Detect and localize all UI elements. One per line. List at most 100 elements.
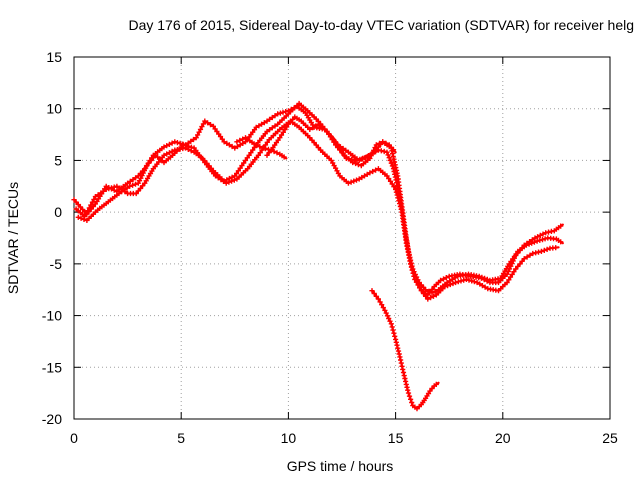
data-point-marker [524,254,530,260]
x-axis-label: GPS time / hours [287,458,394,474]
series-line [75,102,564,294]
data-point-marker [197,126,204,132]
data-point-marker [256,123,262,129]
data-point-marker [540,231,546,237]
data-point-marker [177,140,183,146]
data-point-marker [164,151,170,157]
data-point-marker [367,155,373,161]
series-track-5 [234,135,288,160]
data-point-marker [274,150,280,156]
data-point-marker [389,324,395,330]
data-point-marker [85,208,91,214]
data-point-marker [367,170,373,176]
data-point-marker [450,280,456,287]
data-point-marker [433,381,439,387]
data-point-marker [527,252,533,258]
data-point-marker [259,121,265,127]
data-point-marker [237,137,243,143]
data-point-marker [376,140,383,146]
data-point-marker [553,245,559,251]
x-tick-label: 5 [177,430,185,446]
data-point-marker [389,163,395,169]
data-point-marker [368,153,374,159]
data-point-marker [280,109,286,115]
data-point-marker [410,270,416,276]
y-tick-label: 10 [46,101,62,117]
data-point-marker [268,147,274,153]
data-point-marker [267,116,273,122]
data-point-marker [420,290,427,297]
data-point-marker [409,399,415,406]
data-point-marker [380,139,386,145]
data-point-marker [466,277,472,283]
data-point-marker [378,148,384,154]
data-point-marker [78,215,84,221]
data-point-marker [215,175,221,181]
data-point-marker [166,141,172,147]
data-point-marker [283,109,289,115]
series-track-6 [369,288,440,412]
data-point-marker [277,110,283,116]
data-point-marker [373,167,379,173]
data-point-marker [443,275,449,281]
data-point-marker [127,183,133,189]
data-point-marker [183,143,189,149]
data-point-marker [409,267,415,273]
data-point-marker [161,152,167,158]
series-track-1 [71,104,564,298]
y-tick-label: 0 [54,204,62,220]
data-point-marker [397,201,403,207]
data-point-marker [408,396,414,402]
data-point-marker [507,274,514,280]
data-point-marker [348,179,354,185]
data-point-marker [193,135,199,141]
data-point-marker [405,390,412,396]
data-point-marker [379,302,385,308]
data-point-marker [234,143,241,150]
data-point-marker [440,276,447,282]
data-point-marker [432,288,438,294]
data-point-marker [161,144,167,150]
data-point-marker [174,140,180,146]
data-point-marker [199,124,205,130]
data-point-marker [384,313,391,319]
data-point-marker [202,118,208,124]
data-point-marker [261,120,267,126]
data-point-marker [359,156,365,162]
data-point-marker [310,125,316,131]
data-point-marker [132,181,139,187]
data-point-marker [190,136,197,143]
data-point-marker [418,288,424,294]
data-point-marker [254,142,260,148]
data-point-marker [329,136,335,143]
data-point-marker [253,124,259,130]
data-point-marker [423,287,429,293]
data-point-marker [429,290,435,296]
data-point-marker [275,111,281,117]
data-point-marker [372,145,378,151]
data-point-marker [277,135,283,141]
data-point-marker [166,150,172,156]
data-point-marker [388,321,394,327]
data-point-marker [411,273,417,279]
data-point-marker [412,276,418,282]
data-point-marker [415,282,421,288]
data-point-marker [438,277,444,283]
data-point-marker [83,210,89,217]
data-point-marker [383,140,389,146]
data-point-marker [324,128,330,135]
data-point-marker [282,127,288,133]
data-point-marker [130,182,136,188]
data-point-marker [331,139,337,145]
data-point-marker [390,147,397,153]
data-point-marker [558,239,564,245]
data-point-marker [430,293,437,299]
data-point-marker [369,150,375,156]
series-track-3 [75,118,560,302]
data-point-marker [345,180,351,186]
data-point-marker [375,296,381,302]
data-point-marker [353,177,360,183]
data-point-marker [125,180,131,186]
data-point-marker [91,196,97,202]
data-point-marker [526,241,532,247]
